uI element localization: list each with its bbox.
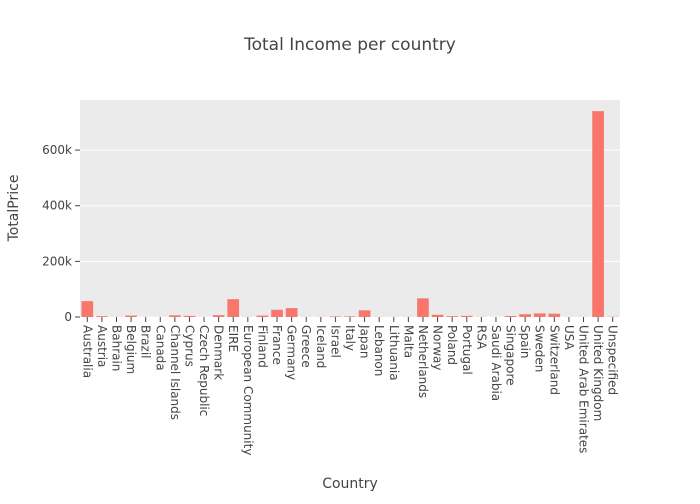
x-tick-label: Iceland [314, 325, 328, 368]
bar-denmark [213, 315, 225, 317]
bar-germany [286, 308, 298, 317]
bar-japan [359, 310, 371, 317]
x-tick-label: Norway [431, 325, 445, 371]
x-tick-label: United Arab Emirates [577, 325, 591, 453]
x-tick-label: Belgium [124, 325, 138, 374]
x-tick-label: Poland [445, 325, 459, 365]
bar-channel-islands [169, 315, 181, 317]
bar-australia [81, 301, 93, 317]
x-tick-label: Saudi Arabia [489, 325, 503, 401]
bar-netherlands [417, 298, 429, 317]
bar-belgium [125, 316, 137, 317]
bar-portugal [461, 316, 473, 317]
x-tick-label: Channel Islands [168, 325, 182, 420]
x-tick-label: EIRE [226, 325, 240, 352]
x-tick-label: United Kingdom [591, 325, 605, 421]
bar-switzerland [548, 314, 560, 317]
y-tick-label: 400k [42, 199, 72, 213]
x-tick-label: Unspecified [606, 325, 620, 395]
x-tick-label: France [270, 325, 284, 365]
x-tick-label: Japan [358, 324, 372, 358]
bar-finland [257, 316, 269, 317]
x-tick-label: Israel [328, 325, 342, 358]
x-tick-label: Netherlands [416, 325, 430, 398]
x-tick-label: Portugal [460, 325, 474, 375]
x-tick-label: Canada [153, 325, 167, 371]
y-axis-ticks: 0 200k 400k 600k [42, 143, 80, 324]
plot-background [80, 100, 620, 317]
bar-italy [344, 316, 356, 317]
x-tick-label: Greece [299, 325, 313, 368]
x-tick-label: Finland [255, 325, 269, 368]
x-tick-label: Spain [518, 325, 532, 359]
bar-united-kingdom [592, 111, 604, 317]
x-tick-label: Lithuania [387, 325, 401, 381]
x-tick-label: Czech Republic [197, 325, 211, 416]
bar-austria [96, 316, 108, 317]
y-tick-label: 600k [42, 143, 72, 157]
x-tick-label: Bahrain [109, 325, 123, 371]
x-tick-label: Singapore [504, 325, 518, 386]
x-tick-label: Germany [285, 325, 299, 380]
bar-israel [330, 316, 342, 317]
x-tick-label: Malta [401, 325, 415, 358]
bar-singapore [505, 316, 517, 317]
x-axis-label: Country [322, 476, 378, 492]
x-tick-label: Australia [80, 325, 94, 378]
y-axis-label: TotalPrice [6, 175, 22, 243]
bar-spain [519, 314, 531, 317]
bar-eire [227, 299, 239, 317]
bar-norway [432, 315, 444, 317]
bar-poland [446, 316, 458, 317]
x-tick-label: Italy [343, 325, 357, 351]
y-tick-label: 200k [42, 254, 72, 268]
bar-cyprus [184, 316, 196, 317]
x-tick-label: Brazil [139, 325, 153, 359]
bar-sweden [534, 313, 546, 317]
x-tick-label: European Community [241, 325, 255, 455]
x-tick-label: Cyprus [182, 325, 196, 367]
chart-title: Total Income per country [243, 35, 456, 55]
x-tick-label: Austria [95, 325, 109, 367]
x-tick-label: RSA [474, 325, 488, 350]
x-tick-label: Denmark [212, 325, 226, 380]
x-tick-label: Sweden [533, 325, 547, 372]
x-tick-label: Switzerland [547, 325, 561, 395]
bar-france [271, 310, 283, 317]
x-tick-label: USA [562, 325, 576, 351]
x-tick-label: Lebanon [372, 325, 386, 376]
y-tick-label: 0 [64, 310, 72, 324]
